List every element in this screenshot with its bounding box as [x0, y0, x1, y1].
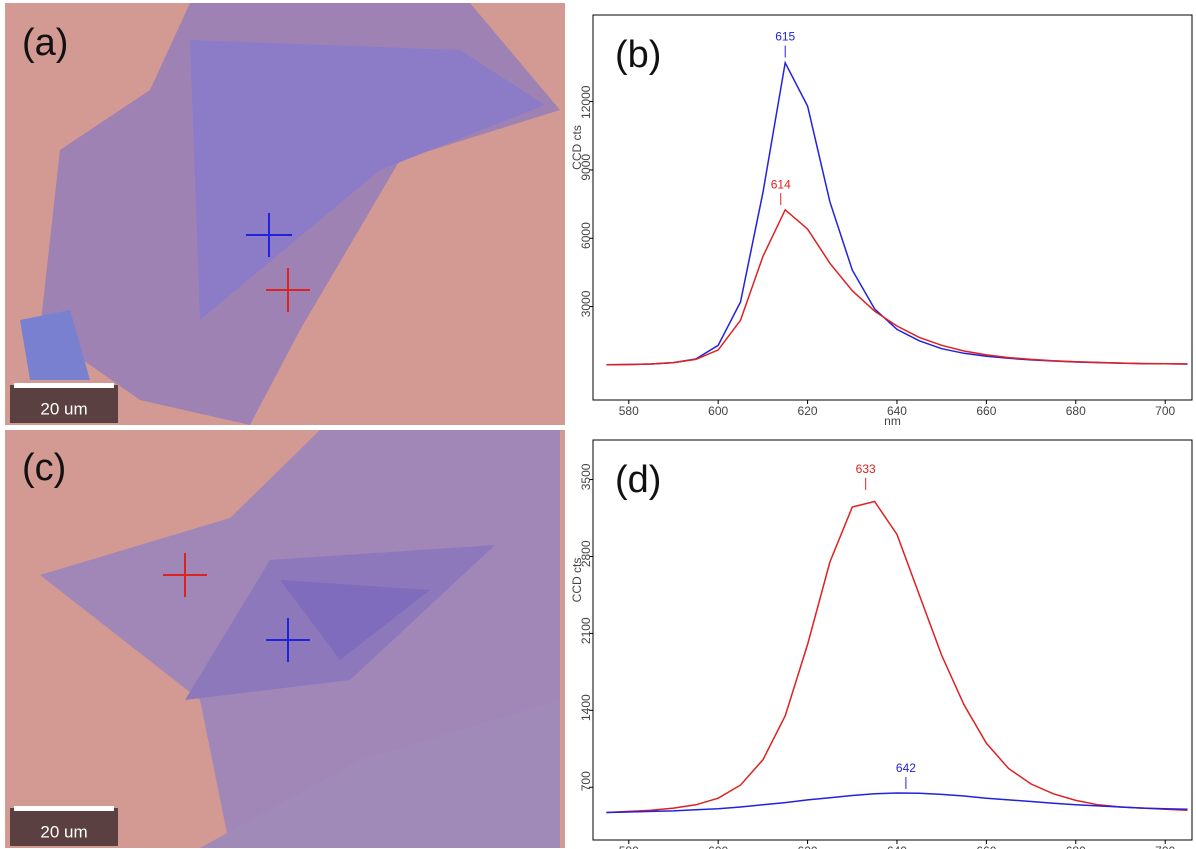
- x-tick-label: 640: [887, 844, 907, 849]
- panel-label: (d): [615, 459, 661, 501]
- x-tick-label: 600: [708, 404, 728, 418]
- y-tick-label: 9000: [579, 154, 593, 181]
- x-tick-label: 700: [1155, 404, 1175, 418]
- x-tick-label: 600: [708, 844, 728, 849]
- peak-label: 614: [771, 177, 791, 191]
- micrograph-a: [5, 3, 565, 425]
- plot-frame: [592, 14, 1193, 401]
- spectrum-line: [606, 60, 1188, 366]
- panel-label: (b): [615, 34, 661, 76]
- x-tick-label: 700: [1155, 844, 1175, 849]
- y-tick-label: 12000: [579, 85, 593, 119]
- peak-label: 642: [896, 761, 916, 775]
- x-tick-label: 660: [976, 844, 996, 849]
- x-tick-label: 680: [1066, 404, 1086, 418]
- plot-frame: [592, 439, 1193, 841]
- y-tick-label: 700: [579, 771, 593, 791]
- panel-label: (a): [22, 22, 68, 64]
- x-tick-label: 640: [887, 404, 907, 418]
- y-axis-label: CCD cts: [570, 125, 584, 170]
- panel-label: (c): [22, 447, 66, 489]
- x-tick-label: 620: [798, 844, 818, 849]
- x-tick-label: 580: [619, 404, 639, 418]
- x-tick-label: 620: [798, 404, 818, 418]
- y-tick-label: 3000: [579, 290, 593, 317]
- spectrum-line: [606, 208, 1188, 366]
- y-tick-label: 2800: [579, 540, 593, 567]
- y-tick-label: 6000: [579, 222, 593, 249]
- x-tick-label: 580: [619, 844, 639, 849]
- y-tick-label: 3500: [579, 463, 593, 490]
- x-tick-label: 660: [976, 404, 996, 418]
- y-axis-label: CCD cts: [570, 558, 584, 603]
- micrograph-c: [5, 430, 565, 848]
- spectrum-line: [606, 792, 1188, 814]
- scale-bar-label: 20 um: [40, 399, 87, 418]
- y-tick-label: 2100: [579, 617, 593, 644]
- spectrum-line: [606, 500, 1188, 814]
- peak-label: 633: [856, 462, 876, 476]
- scale-bar-label: 20 um: [40, 822, 87, 841]
- x-tick-label: 680: [1066, 844, 1086, 849]
- peak-label: 615: [775, 30, 795, 44]
- y-tick-label: 1400: [579, 694, 593, 721]
- x-axis-label: nm: [884, 414, 901, 428]
